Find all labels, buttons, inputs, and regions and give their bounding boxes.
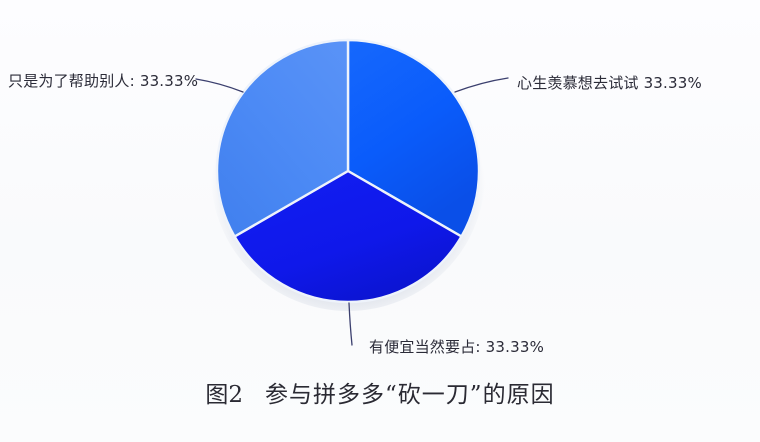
pie-slice-right[interactable] <box>346 38 481 239</box>
leader-line-left <box>195 78 244 93</box>
pie-slice-left[interactable] <box>215 38 350 239</box>
pie-data-label-left: 只是为了帮助别人: 33.33% <box>8 72 199 90</box>
pie-chart-area: 只是为了帮助别人: 33.33% 心生羡慕想去试试 33.33% 有便宜当然要占… <box>8 38 702 356</box>
pie-data-label-right: 心生羡慕想去试试 33.33% <box>517 74 702 92</box>
figure-caption: 图2 参与拼多多“砍一刀”的原因 <box>0 380 760 410</box>
pie-data-label-bottom: 有便宜当然要占: 33.33% <box>369 338 545 356</box>
pie-chart-svg <box>195 38 509 346</box>
pie-slice-bottom[interactable] <box>232 169 464 304</box>
figure-caption-text: 参与拼多多“砍一刀”的原因 <box>265 382 555 408</box>
leader-line-right <box>454 77 509 93</box>
figure-caption-number: 图2 <box>205 382 244 408</box>
leader-line-bottom <box>348 302 353 346</box>
